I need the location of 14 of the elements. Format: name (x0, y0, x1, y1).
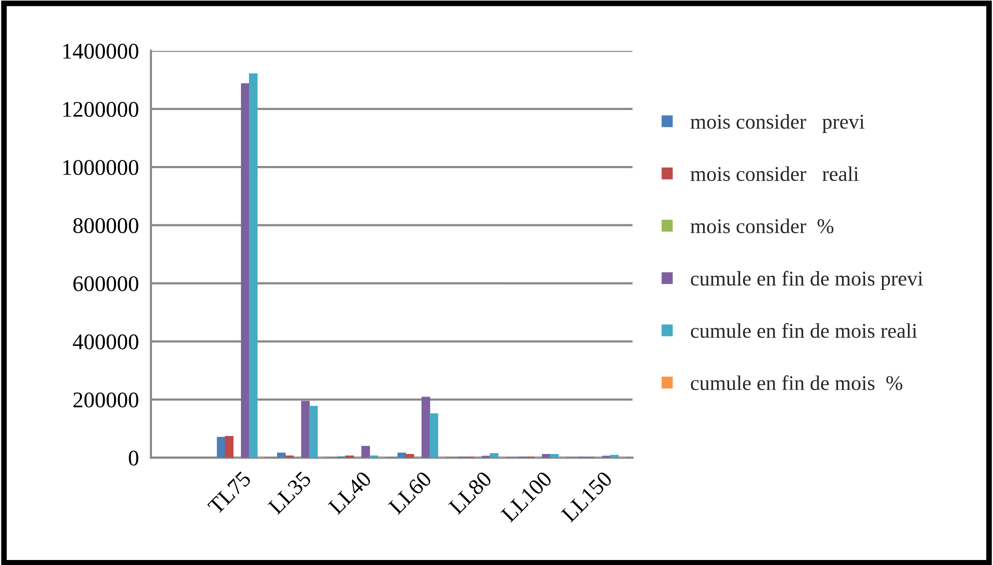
legend-label: mois consider % (690, 218, 834, 234)
y-tick-label: 600000 (73, 276, 138, 292)
y-tick-label: 1000000 (63, 160, 138, 176)
legend-label: cumule en fin de mois reali (690, 323, 918, 338)
legend-label: cumule en fin de mois % (690, 375, 902, 390)
legend-label: cumule en fin de mois previ (690, 270, 923, 290)
legend-label: mois consider reali (690, 166, 859, 182)
y-tick-label: 200000 (73, 392, 138, 408)
y-tick-label: 0 (128, 450, 138, 466)
legend-label: mois consider previ (690, 114, 864, 134)
y-tick-label: 1200000 (63, 102, 138, 117)
y-tick-label: 1400000 (63, 44, 138, 59)
y-tick-label: 800000 (73, 218, 138, 234)
y-tick-label: 400000 (72, 334, 138, 350)
